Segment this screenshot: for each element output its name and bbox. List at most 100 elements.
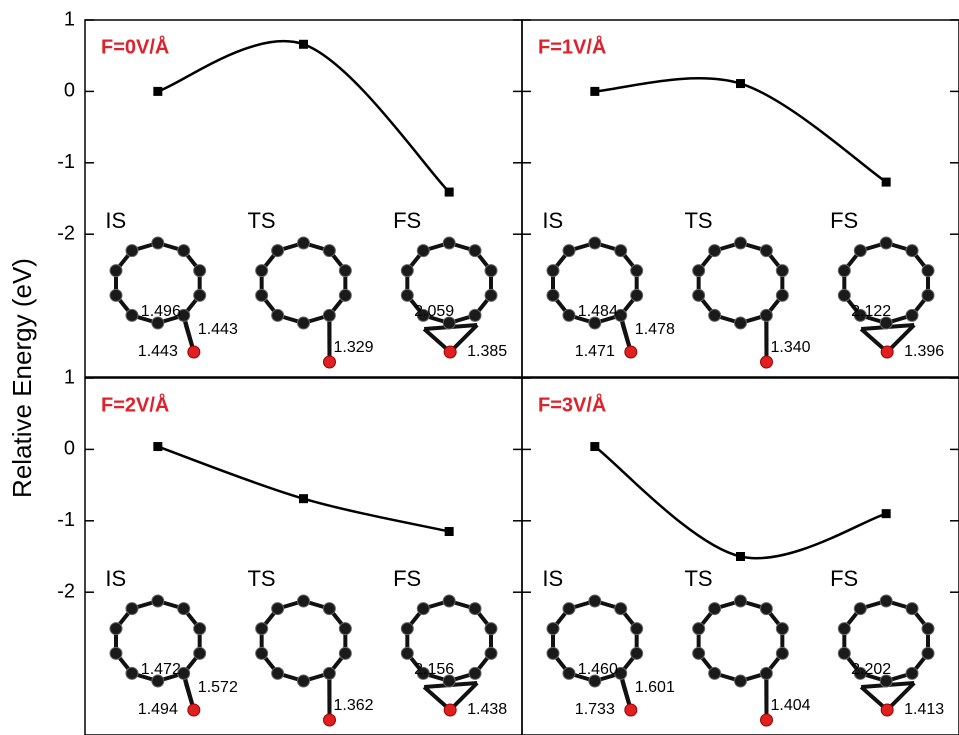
atom bbox=[401, 265, 413, 277]
atom bbox=[110, 265, 122, 277]
atom bbox=[401, 623, 413, 635]
atom bbox=[323, 603, 335, 615]
atom bbox=[469, 245, 481, 257]
y-tick-label: 0 bbox=[64, 438, 75, 460]
atom bbox=[401, 647, 413, 659]
bond-length: 1.494 bbox=[138, 701, 178, 718]
bond-length: 1.340 bbox=[770, 339, 810, 356]
state-label: FS bbox=[830, 208, 858, 233]
data-point bbox=[882, 178, 891, 187]
bond-length: 1.385 bbox=[467, 343, 507, 360]
atom bbox=[272, 309, 284, 321]
atom bbox=[854, 245, 866, 257]
bond-length: 1.329 bbox=[333, 339, 373, 356]
data-point bbox=[882, 509, 891, 518]
bond-length: 1.443 bbox=[138, 343, 178, 360]
atom bbox=[298, 237, 310, 249]
energy-curve bbox=[158, 41, 449, 192]
oxygen-atom bbox=[625, 346, 637, 358]
atom bbox=[194, 289, 206, 301]
state-label: IS bbox=[542, 566, 563, 591]
energy-curve bbox=[158, 447, 449, 532]
data-point bbox=[736, 79, 745, 88]
atom bbox=[272, 245, 284, 257]
atom bbox=[563, 245, 575, 257]
atom bbox=[339, 289, 351, 301]
state-label: IS bbox=[105, 208, 126, 233]
atom bbox=[631, 647, 643, 659]
state-label: TS bbox=[247, 208, 275, 233]
bond-length: 1.478 bbox=[635, 321, 675, 338]
atom bbox=[709, 603, 721, 615]
atom bbox=[563, 309, 575, 321]
atom bbox=[631, 623, 643, 635]
atom bbox=[339, 647, 351, 659]
atom bbox=[880, 237, 892, 249]
bond-length: 1.496 bbox=[141, 303, 181, 320]
atom bbox=[776, 623, 788, 635]
atom bbox=[110, 289, 122, 301]
atom bbox=[735, 675, 747, 687]
atom bbox=[776, 647, 788, 659]
atom bbox=[615, 245, 627, 257]
atom bbox=[922, 623, 934, 635]
atom bbox=[735, 237, 747, 249]
atom bbox=[709, 245, 721, 257]
state-label: FS bbox=[393, 208, 421, 233]
atom bbox=[776, 289, 788, 301]
bond-length: 2.122 bbox=[851, 303, 891, 320]
chart: F=0V/Å10-1-2IS1.4961.4431.443TS1.329FS2.… bbox=[0, 0, 959, 735]
atom bbox=[631, 265, 643, 277]
panel-title: F=3V/Å bbox=[538, 392, 606, 416]
atom bbox=[469, 603, 481, 615]
atom bbox=[323, 245, 335, 257]
y-tick-label: -1 bbox=[57, 151, 75, 173]
oxygen-atom bbox=[881, 346, 893, 358]
atom bbox=[760, 245, 772, 257]
atom bbox=[693, 265, 705, 277]
atom bbox=[178, 603, 190, 615]
atom bbox=[922, 647, 934, 659]
bond-length: 1.438 bbox=[467, 701, 507, 718]
atom bbox=[256, 623, 268, 635]
bond-length: 2.202 bbox=[851, 661, 891, 678]
state-label: TS bbox=[247, 566, 275, 591]
oxygen-atom bbox=[444, 704, 456, 716]
atom bbox=[178, 245, 190, 257]
atom bbox=[272, 603, 284, 615]
panel-title: F=1V/Å bbox=[538, 34, 606, 58]
bond-length: 1.484 bbox=[578, 303, 618, 320]
atom bbox=[838, 289, 850, 301]
atom bbox=[854, 603, 866, 615]
atom bbox=[760, 603, 772, 615]
atom bbox=[126, 309, 138, 321]
atom bbox=[547, 623, 559, 635]
atom bbox=[485, 265, 497, 277]
oxygen-atom bbox=[188, 704, 200, 716]
oxygen-atom bbox=[444, 346, 456, 358]
atom bbox=[880, 595, 892, 607]
atom bbox=[298, 317, 310, 329]
oxygen-atom bbox=[761, 356, 773, 368]
atom bbox=[563, 603, 575, 615]
atom bbox=[443, 595, 455, 607]
oxygen-atom bbox=[324, 714, 336, 726]
data-point bbox=[445, 188, 454, 197]
atom bbox=[485, 647, 497, 659]
bond-length: 1.413 bbox=[904, 701, 944, 718]
atom bbox=[563, 667, 575, 679]
y-tick-label: -1 bbox=[57, 509, 75, 531]
atom bbox=[126, 245, 138, 257]
atom bbox=[417, 245, 429, 257]
atom bbox=[735, 317, 747, 329]
atom bbox=[615, 603, 627, 615]
y-tick-label: 1 bbox=[64, 8, 75, 30]
data-point bbox=[590, 87, 599, 96]
atom bbox=[906, 603, 918, 615]
atom bbox=[547, 265, 559, 277]
atom bbox=[126, 667, 138, 679]
atom bbox=[485, 289, 497, 301]
energy-curve bbox=[595, 78, 886, 182]
atom bbox=[922, 265, 934, 277]
atom bbox=[469, 667, 481, 679]
